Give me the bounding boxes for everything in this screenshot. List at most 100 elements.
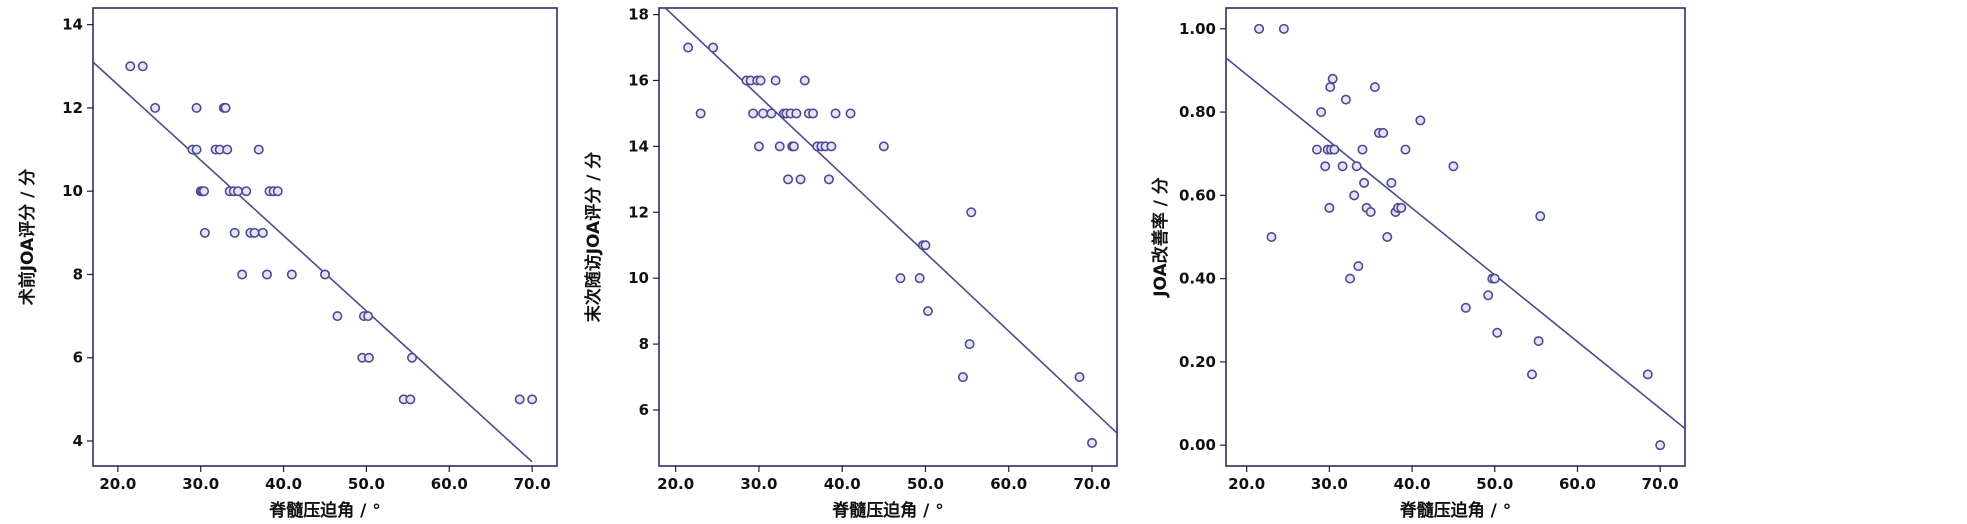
data-point [830, 108, 841, 119]
y-tick-label: 0.80 [1179, 103, 1216, 121]
y-tick-label: 0.40 [1179, 270, 1216, 288]
y-tick-label: 14 [628, 137, 649, 155]
data-point [826, 141, 837, 152]
data-point [363, 311, 374, 322]
data-point [241, 186, 252, 197]
data-point [1353, 261, 1364, 272]
data-point [249, 227, 260, 238]
data-point [191, 102, 202, 113]
y-axis-title: JOA改善率 / 分 [1150, 177, 1171, 298]
data-point [914, 273, 925, 284]
y-tick-label: 8 [73, 265, 83, 283]
data-point [1325, 82, 1336, 93]
data-point [1489, 273, 1500, 284]
data-point [1400, 144, 1411, 155]
fit-line [1226, 57, 1685, 430]
chart-2: 20.0 30.0 40.0 50.0 60.0 70.0 6 8 10 12 14 16 18 脊髓压迫… [583, 6, 1118, 521]
x-tick-label: 30.0 [740, 475, 777, 493]
data-point [1415, 115, 1426, 126]
data-point [237, 269, 248, 280]
y-tick-label: 12 [628, 203, 649, 221]
data-point [695, 108, 706, 119]
x-tick-label: 50.0 [907, 475, 944, 493]
plot-frame [1225, 7, 1686, 467]
y-tick-label: 0.20 [1179, 353, 1216, 371]
data-point [222, 144, 233, 155]
data-point [261, 269, 272, 280]
data-point [191, 144, 202, 155]
x-tick-label: 30.0 [182, 475, 219, 493]
y-axis-title: 末次随访JOA评分 / 分 [583, 152, 604, 323]
data-point [1655, 440, 1666, 451]
data-point [895, 273, 906, 284]
data-point [405, 394, 416, 405]
data-point [1527, 369, 1538, 380]
y-tick-label: 8 [639, 335, 649, 353]
data-point [286, 269, 297, 280]
x-tick-label: 60.0 [1559, 475, 1596, 493]
y-tick-label: 0.00 [1179, 436, 1216, 454]
data-point [1351, 161, 1362, 172]
y-tick-label: 18 [628, 6, 649, 24]
x-tick-label: 70.0 [514, 475, 551, 493]
data-point [319, 269, 330, 280]
data-point [1448, 161, 1459, 172]
x-tick-label: 70.0 [1074, 475, 1111, 493]
data-point [199, 186, 210, 197]
chart-1: 20.0 30.0 40.0 50.0 60.0 70.0 4 6 8 10 12 14 脊髓压迫角 /… [17, 7, 558, 521]
data-point [1535, 211, 1546, 222]
data-point [1386, 177, 1397, 188]
data-point [1320, 161, 1331, 172]
data-point [845, 108, 856, 119]
data-point [514, 394, 525, 405]
data-point [1396, 202, 1407, 213]
x-tick-label: 60.0 [431, 475, 468, 493]
y-tick-label: 1.00 [1179, 20, 1216, 38]
data-point [1254, 23, 1265, 34]
data-point [1074, 372, 1085, 383]
data-point [755, 75, 766, 86]
data-point [199, 227, 210, 238]
y-tick-label: 14 [62, 16, 83, 34]
x-tick-label: 50.0 [348, 475, 385, 493]
data-point [1087, 437, 1098, 448]
data-point [137, 61, 148, 72]
data-point [220, 102, 231, 113]
data-point [708, 42, 719, 53]
data-point [783, 174, 794, 185]
data-point [957, 372, 968, 383]
x-axis-title: 脊髓压迫角 / ° [1399, 500, 1512, 521]
plot-frame [92, 7, 558, 467]
data-point [920, 240, 931, 251]
data-point [1266, 232, 1277, 243]
data-point [878, 141, 889, 152]
data-point [150, 102, 161, 113]
data-point [1278, 23, 1289, 34]
data-point [1365, 207, 1376, 218]
data-point [1311, 144, 1322, 155]
data-point [1357, 144, 1368, 155]
x-tick-label: 50.0 [1476, 475, 1513, 493]
chart-3: 20.0 30.0 40.0 50.0 60.0 70.0 0.00 0.20 0.40 0.60… [1150, 7, 1686, 521]
data-point [922, 306, 933, 317]
data-point [1369, 82, 1380, 93]
data-point [363, 352, 374, 363]
y-tick-label: 0.60 [1179, 186, 1216, 204]
x-tick-label: 20.0 [657, 475, 694, 493]
x-tick-label: 60.0 [990, 475, 1027, 493]
data-point [253, 144, 264, 155]
x-tick-label: 30.0 [1311, 475, 1348, 493]
y-axis-title: 术前JOA评分 / 分 [17, 169, 38, 306]
data-point [1337, 161, 1348, 172]
y-tick-label: 6 [639, 401, 649, 419]
data-point [791, 108, 802, 119]
data-point [964, 339, 975, 350]
y-tick-label: 10 [628, 269, 649, 287]
data-point [758, 108, 769, 119]
x-axis-title: 脊髓压迫角 / ° [831, 500, 944, 521]
data-point [1359, 177, 1370, 188]
y-tick-label: 10 [62, 182, 83, 200]
data-point [683, 42, 694, 53]
data-point [788, 141, 799, 152]
